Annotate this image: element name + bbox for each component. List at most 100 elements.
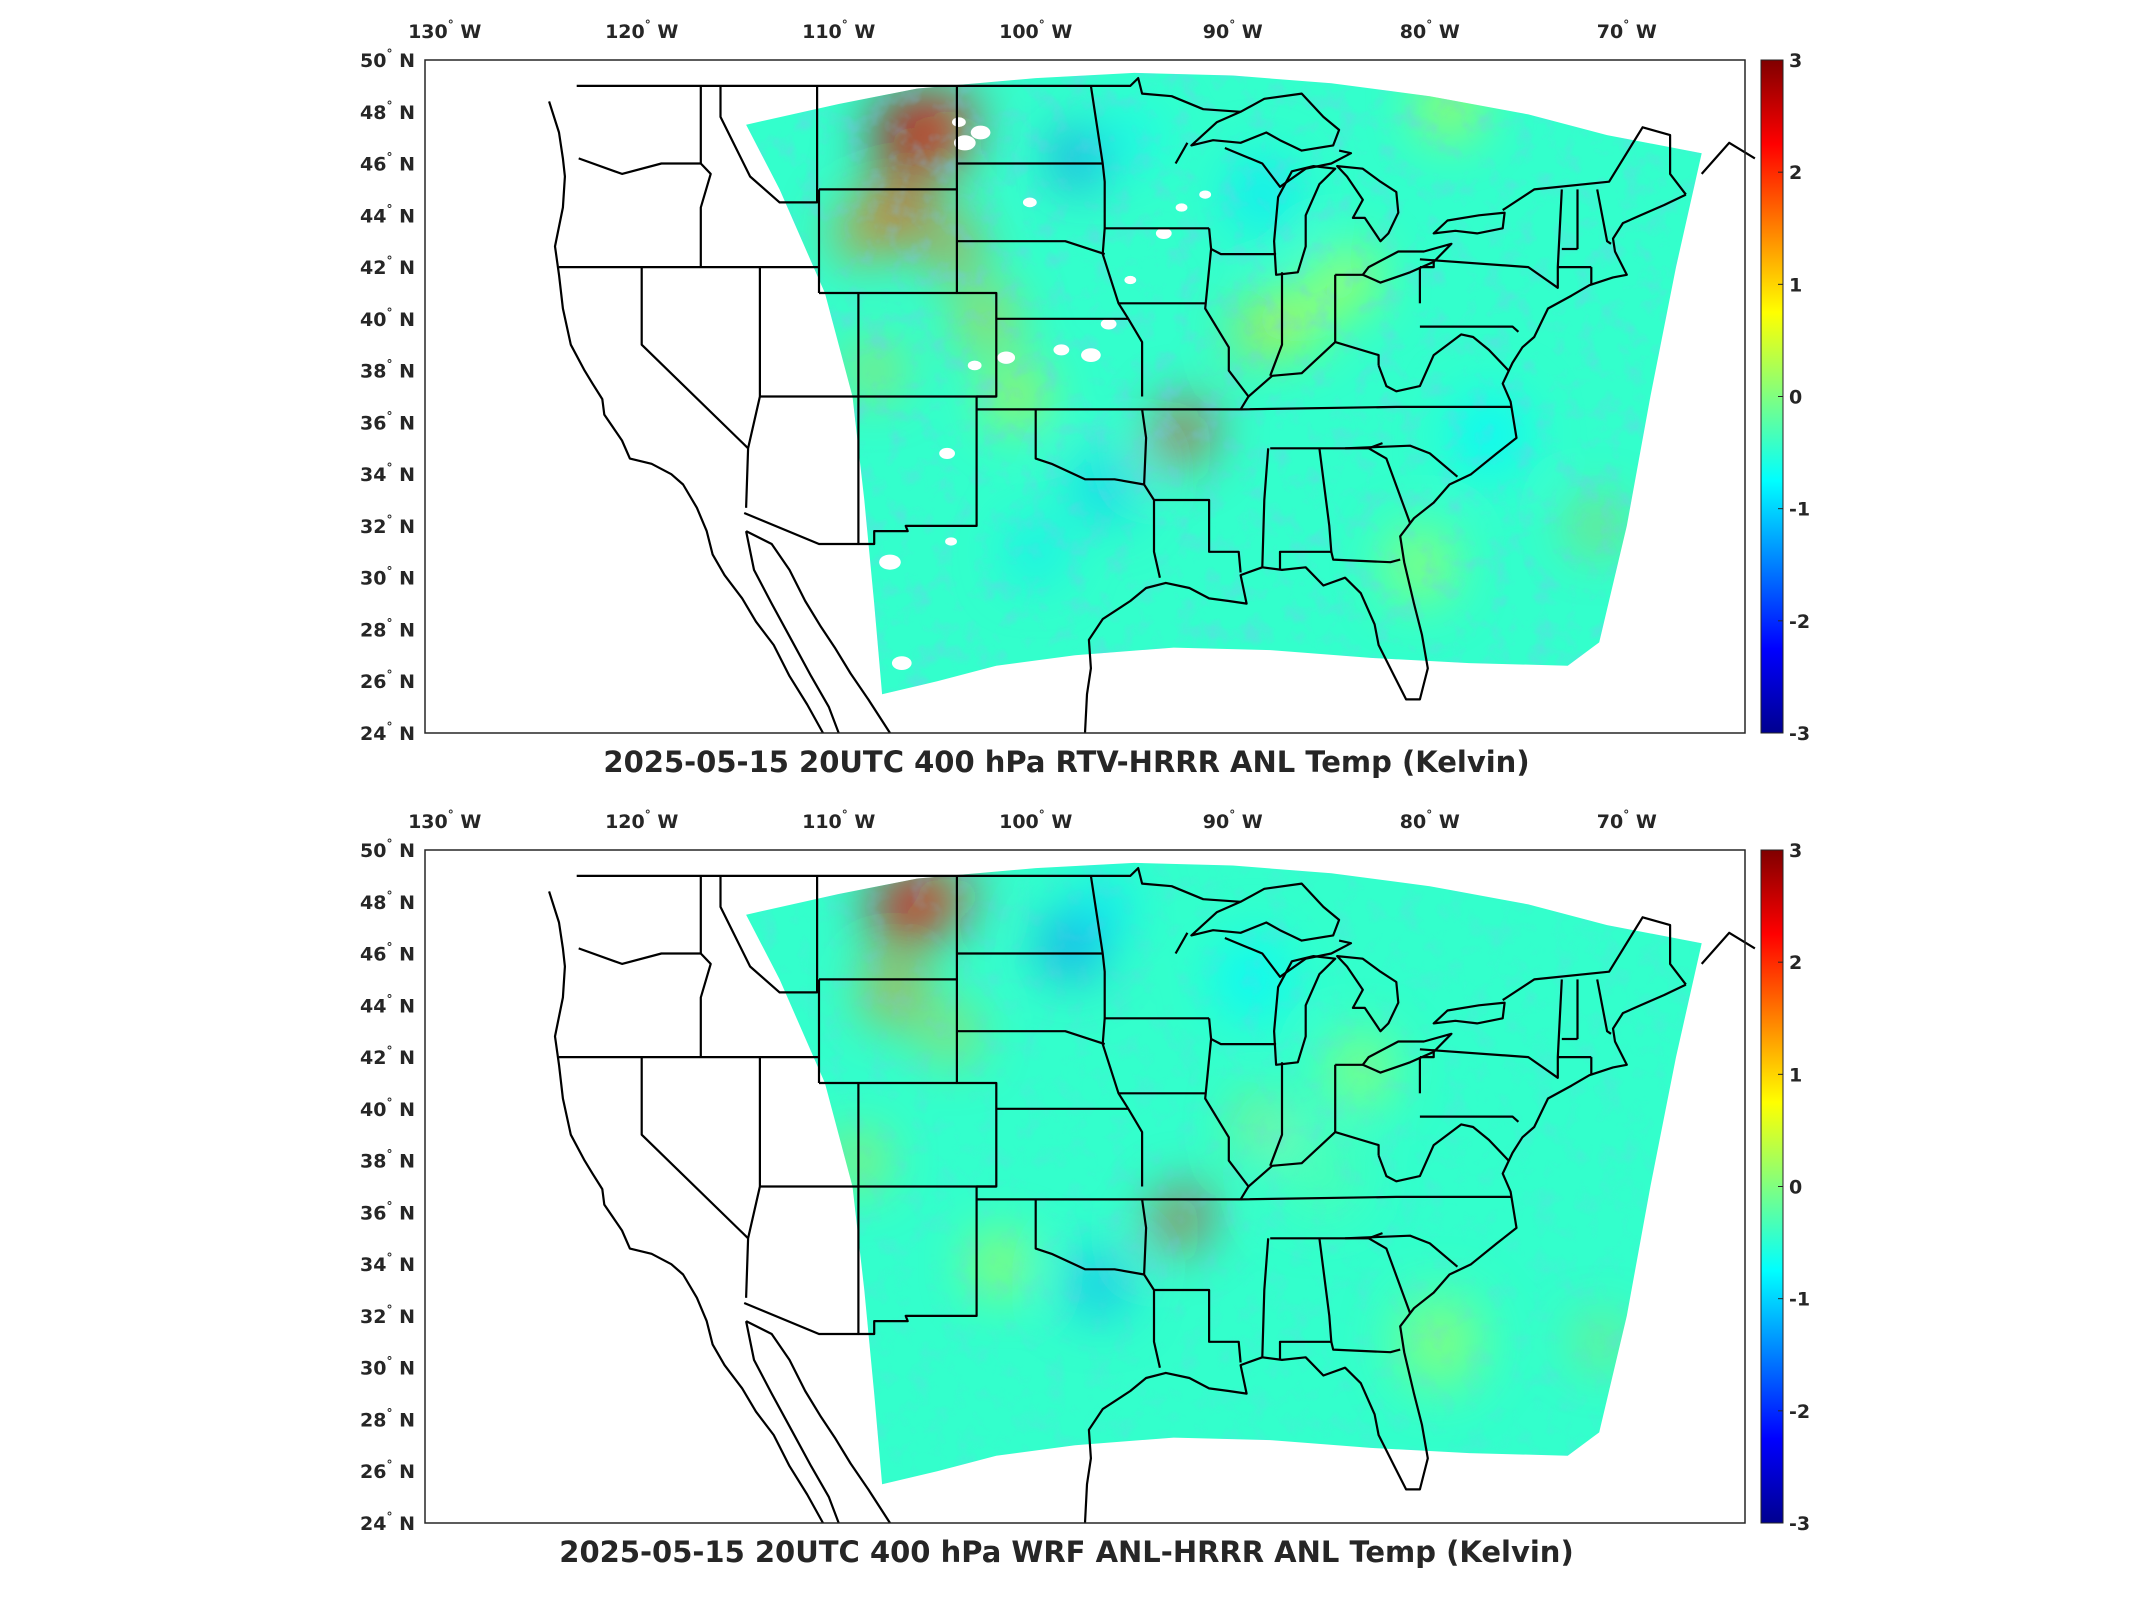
latitude-tick-label: 46° N	[360, 151, 415, 176]
longitude-tick-label: 90° W	[1203, 808, 1263, 833]
border-line	[1154, 1288, 1242, 1363]
border-line	[743, 1083, 860, 1336]
latitude-tick-label: 36° N	[360, 409, 415, 434]
border-line	[745, 1320, 891, 1524]
latitude-tick-label: 40° N	[360, 1096, 415, 1121]
border-line	[1419, 189, 1563, 289]
border-line	[1083, 193, 1687, 734]
border-line	[578, 85, 702, 175]
latitude-tick-label: 36° N	[360, 1199, 415, 1224]
border-line	[548, 101, 824, 734]
border-line	[1089, 875, 1144, 1187]
border-line	[1419, 979, 1563, 1079]
geographic-borders	[548, 866, 1756, 1524]
colorbar-tick-label: 3	[1789, 50, 1802, 72]
missing-data-patch	[891, 656, 912, 671]
lake-outline	[1190, 92, 1341, 152]
border-line	[1345, 444, 1459, 478]
missing-data-patch	[1022, 197, 1037, 208]
border-line	[1419, 1115, 1520, 1123]
longitude-tick-label: 110° W	[802, 18, 875, 43]
lake-outline	[1336, 165, 1400, 243]
border-line	[1247, 1131, 1380, 1188]
latitude-tick-label: 24° N	[360, 720, 415, 745]
longitude-tick-label: 80° W	[1400, 18, 1460, 43]
map-title-top: 2025-05-15 20UTC 400 hPa RTV-HRRR ANL Te…	[603, 745, 1530, 779]
border-line	[1368, 1237, 1412, 1314]
latitude-tick-label: 44° N	[360, 202, 415, 227]
border-line	[1034, 409, 1145, 486]
border-line	[1154, 498, 1242, 573]
lake-outline	[1361, 242, 1453, 284]
border-line	[1700, 141, 1756, 175]
border-line	[578, 875, 702, 965]
border-line	[640, 1057, 749, 1240]
border-line	[640, 267, 749, 450]
border-line	[1368, 447, 1412, 524]
longitude-tick-label: 100° W	[999, 18, 1072, 43]
latitude-tick-label: 30° N	[360, 1355, 415, 1380]
map-title-bottom: 2025-05-15 20UTC 400 hPa WRF ANL-HRRR AN…	[559, 1535, 1574, 1569]
colorbar-tick-label: -1	[1789, 499, 1810, 521]
colorbar-tick-label: 2	[1789, 952, 1802, 974]
border-line	[1141, 1199, 1161, 1368]
field-texture	[746, 862, 1702, 1485]
border-line	[1502, 126, 1687, 212]
border-line	[1596, 979, 1612, 1035]
border-line	[1700, 931, 1756, 965]
border-line	[1204, 1038, 1250, 1200]
missing-data-patch	[1155, 227, 1172, 239]
colorbar-tick-label: 1	[1789, 274, 1802, 296]
missing-data-patch	[952, 117, 966, 127]
border-line	[745, 1057, 762, 1298]
border-line	[1330, 1341, 1401, 1354]
latitude-tick-label: 38° N	[360, 358, 415, 383]
missing-data-patch	[1081, 348, 1101, 362]
border-line	[745, 530, 840, 734]
longitude-tick-label: 130° W	[408, 18, 481, 43]
border-line	[576, 866, 1241, 903]
missing-data-patch	[945, 537, 957, 546]
colorbar-tick-label: 3	[1789, 840, 1802, 862]
missing-data-patch	[997, 351, 1016, 364]
border-line	[1377, 1123, 1510, 1183]
latitude-tick-label: 30° N	[360, 565, 415, 590]
border-line	[1269, 272, 1284, 377]
latitude-tick-label: 50° N	[360, 837, 415, 862]
latitude-tick-label: 38° N	[360, 1148, 415, 1173]
missing-data-patch	[1175, 203, 1188, 212]
lake-outline	[1432, 1001, 1506, 1025]
border-line	[1345, 1234, 1459, 1268]
border-line	[1089, 85, 1144, 397]
border-line	[858, 875, 998, 1336]
border-line	[956, 1030, 1106, 1046]
longitude-tick-label: 130° W	[408, 808, 481, 833]
latitude-tick-label: 42° N	[360, 254, 415, 279]
latitude-tick-label: 26° N	[360, 668, 415, 693]
latitude-tick-label: 42° N	[360, 1044, 415, 1069]
colorbar-tick-label: 0	[1789, 387, 1802, 409]
lake-outline	[1336, 955, 1400, 1033]
colorbar-tick-label: -1	[1789, 1289, 1810, 1311]
latitude-tick-label: 32° N	[360, 513, 415, 538]
lake-outline	[1272, 955, 1337, 1066]
latitude-tick-label: 48° N	[360, 99, 415, 124]
border-line	[1208, 228, 1277, 256]
longitude-tick-label: 70° W	[1597, 808, 1657, 833]
latitude-tick-label: 40° N	[360, 306, 415, 331]
map-plot-top: 130° W 120° W 110° W 100° W 90° W 80° W 70° W 5…	[360, 18, 1810, 745]
latitude-tick-label: 34° N	[360, 461, 415, 486]
border-line	[1083, 983, 1687, 1524]
latitude-tick-label: 48° N	[360, 889, 415, 914]
border-line	[1174, 932, 1189, 955]
border-line	[719, 85, 819, 204]
missing-data-patch	[1100, 318, 1117, 330]
border-line	[858, 85, 998, 546]
border-line	[1204, 248, 1250, 410]
border-line	[1034, 1199, 1145, 1276]
border-line	[745, 267, 762, 508]
border-line	[576, 76, 1241, 113]
border-line	[976, 1195, 1511, 1201]
border-line	[1502, 916, 1687, 1002]
latitude-tick-label: 34° N	[360, 1251, 415, 1276]
